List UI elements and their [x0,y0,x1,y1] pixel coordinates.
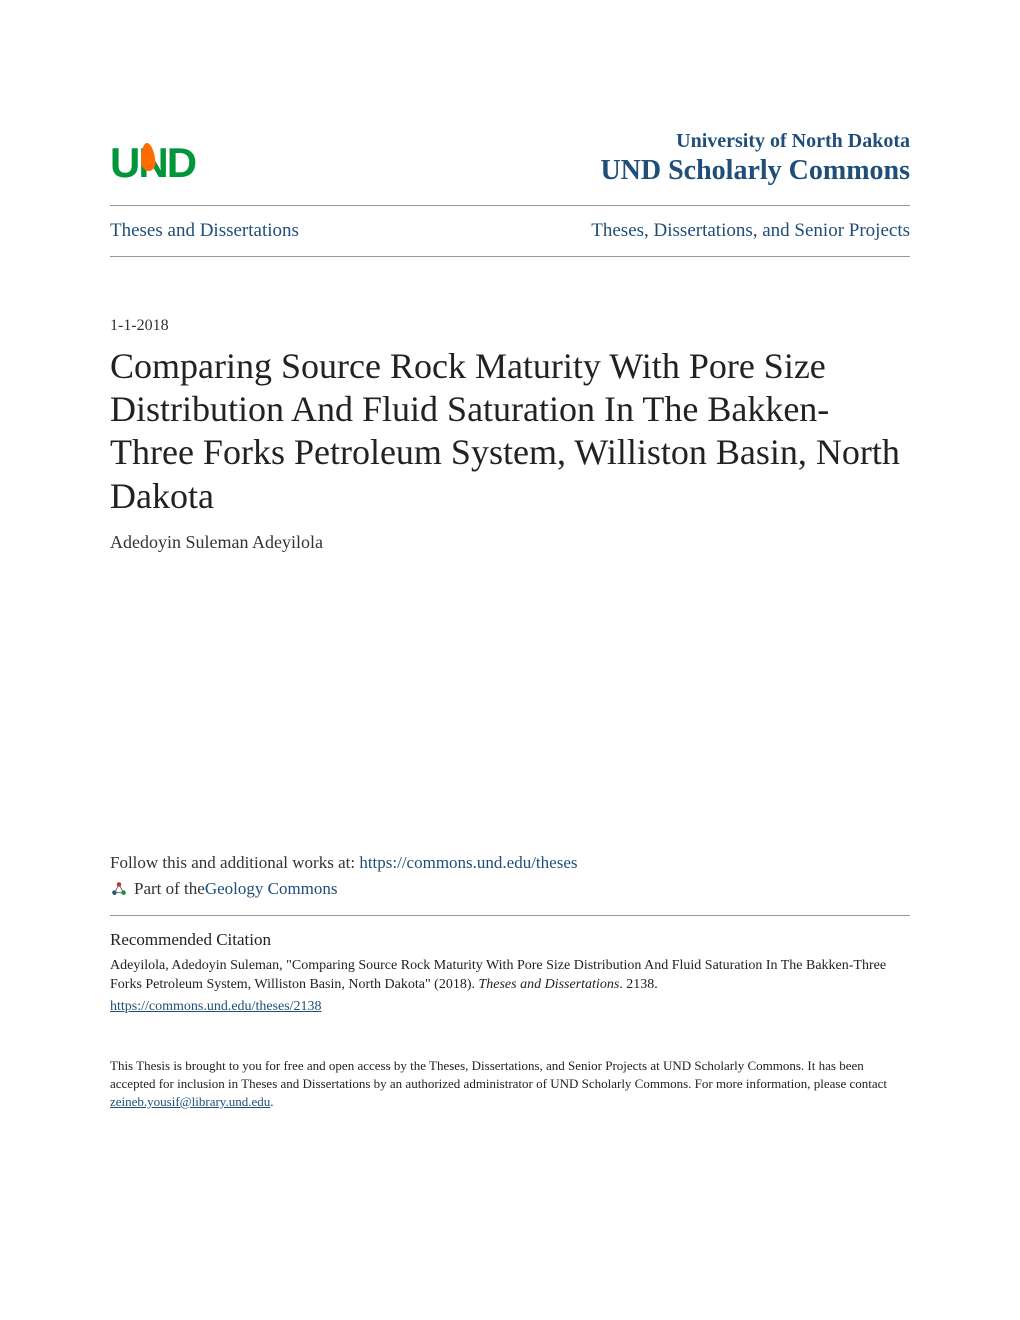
header: UND University of North Dakota UND Schol… [110,130,910,206]
university-name[interactable]: University of North Dakota [600,130,910,153]
citation-part2: . 2138. [619,977,658,992]
follow-prefix: Follow this and additional works at: [110,853,359,872]
network-icon [110,880,128,898]
geology-commons-link[interactable]: Geology Commons [205,879,338,899]
footer-period: . [270,1094,273,1109]
follow-section: Follow this and additional works at: htt… [110,853,910,899]
footer-body: This Thesis is brought to you for free a… [110,1058,887,1091]
follow-link[interactable]: https://commons.und.edu/theses [359,853,577,872]
citation-heading: Recommended Citation [110,930,910,950]
divider [110,915,910,916]
part-of-prefix: Part of the [134,879,205,899]
publication-date: 1-1-2018 [110,317,910,335]
author-name: Adedoyin Suleman Adeyilola [110,532,910,553]
citation-url[interactable]: https://commons.und.edu/theses/2138 [110,997,910,1017]
nav-link-right[interactable]: Theses, Dissertations, and Senior Projec… [591,220,910,242]
nav-row: Theses and Dissertations Theses, Dissert… [110,206,910,257]
institution-block: University of North Dakota UND Scholarly… [600,130,910,187]
footer-text: This Thesis is brought to you for free a… [110,1057,910,1112]
footer-email[interactable]: zeineb.yousif@library.und.edu [110,1094,270,1109]
commons-name[interactable]: UND Scholarly Commons [600,155,910,187]
paper-title: Comparing Source Rock Maturity With Pore… [110,345,910,518]
part-of-row: Part of the Geology Commons [110,879,910,899]
nav-link-left[interactable]: Theses and Dissertations [110,220,299,242]
logo[interactable]: UND [110,139,195,187]
logo-text: UND [110,139,195,187]
citation-italic: Theses and Dissertations [478,977,619,992]
citation-text: Adeyilola, Adedoyin Suleman, "Comparing … [110,956,910,1017]
